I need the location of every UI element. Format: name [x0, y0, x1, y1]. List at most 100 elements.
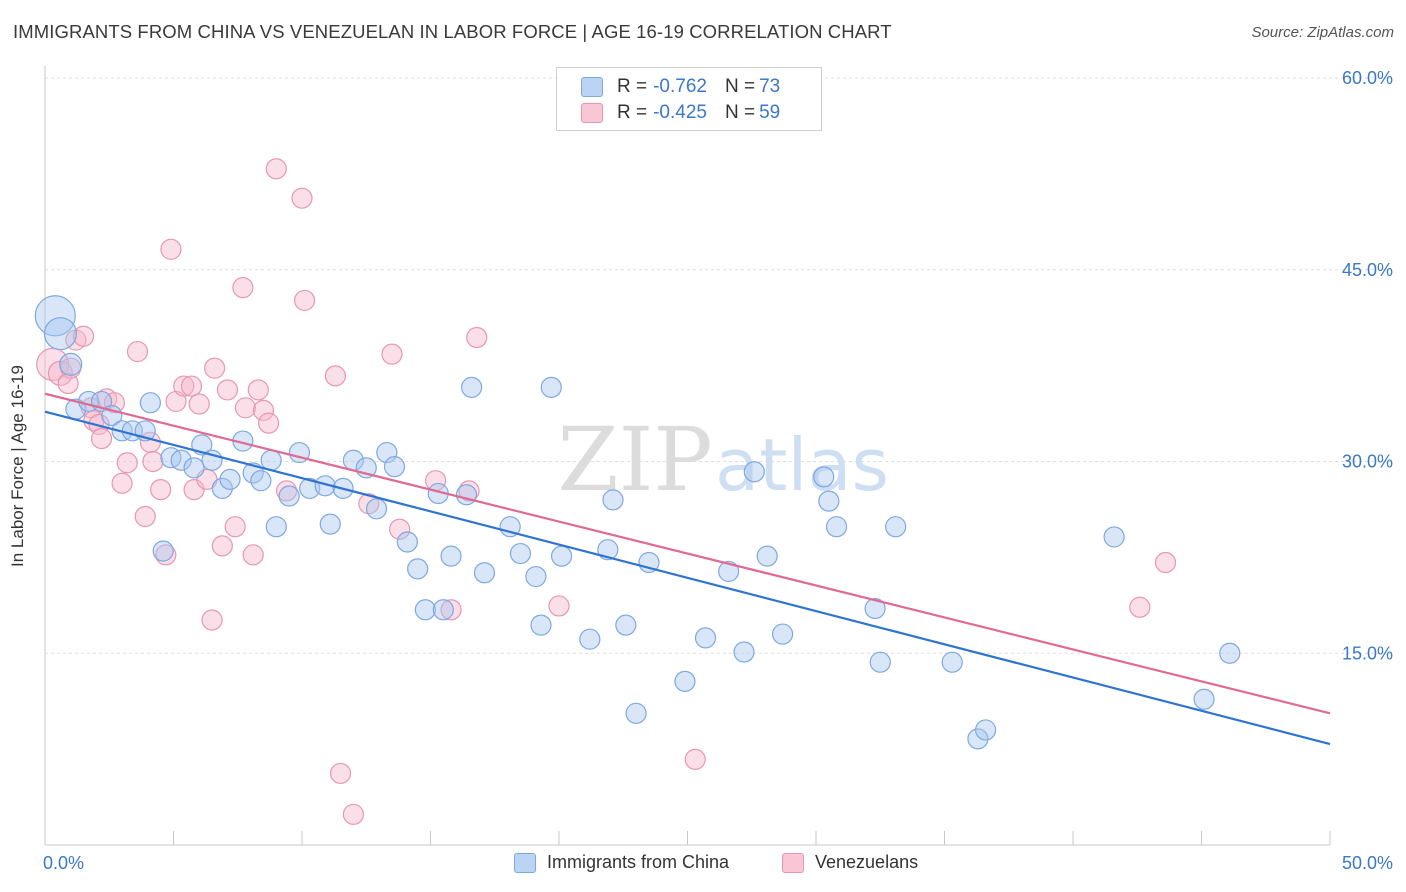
n-value: 73: [759, 76, 781, 97]
china-point: [383, 456, 406, 478]
china-point: [733, 641, 755, 663]
x-tick-label-max: 50.0%: [1341, 853, 1393, 873]
venezuelan-point: [257, 412, 280, 434]
venezuelan-point: [342, 803, 364, 825]
legend-swatch-china: [514, 852, 536, 873]
watermark-atlas: atlas: [715, 423, 889, 507]
china-point: [59, 352, 83, 376]
chart-source: Source: ZipAtlas.com: [1251, 24, 1394, 41]
trend-lines: [44, 392, 1331, 746]
china-point: [525, 565, 547, 588]
n-value: 59: [759, 102, 781, 123]
venezuelan-point: [329, 762, 352, 785]
venezuelan-point: [224, 516, 246, 538]
china-point: [242, 462, 264, 484]
venezuelan-point: [126, 340, 149, 363]
venezuelan-point: [116, 452, 138, 474]
china-point: [250, 470, 272, 492]
china-point: [278, 485, 300, 507]
venezuelan-point: [458, 480, 480, 502]
china-point: [265, 516, 287, 538]
legend-label-china: Immigrants from China: [547, 852, 730, 872]
n-label: N =: [724, 102, 756, 123]
venezuelan-point: [204, 357, 226, 379]
china-point: [473, 562, 496, 584]
venezuelan-point: [247, 379, 269, 401]
venezuelan-point: [291, 187, 313, 209]
venezuelan-point: [232, 277, 254, 299]
y-axis-label: In Labor Force | Age 16-19: [8, 365, 27, 567]
y-tick-label: 60.0%: [1342, 68, 1393, 88]
venezuelan-point: [1154, 551, 1177, 574]
venezuelan-point: [234, 397, 257, 419]
venezuelan-point: [242, 544, 264, 566]
x-tick-label-min: 0.0%: [43, 853, 85, 873]
venezuelan-point: [440, 599, 462, 621]
china-swatch: [581, 77, 603, 97]
legend-item-venezuelan: Venezuelans: [782, 852, 918, 873]
china-point: [550, 545, 573, 567]
china-point: [211, 477, 233, 499]
chart-title: IMMIGRANTS FROM CHINA VS VENEZUELAN IN L…: [13, 21, 892, 42]
china-point: [694, 627, 717, 649]
y-tick-label: 45.0%: [1342, 260, 1393, 280]
stats-legend-row-venezuelan: R = -0.425 N = 59: [581, 102, 780, 124]
venezuelan-point: [1129, 596, 1151, 618]
venezuelan-point: [265, 158, 287, 180]
china-point: [34, 295, 76, 337]
venezuelan-point: [216, 379, 239, 401]
venezuelan-point: [684, 748, 706, 770]
china-point: [530, 614, 552, 636]
venezuelan-point: [381, 343, 403, 365]
china-point: [615, 614, 637, 636]
venezuelan-point: [548, 595, 570, 617]
y-tick-labels: 15.0% 30.0% 45.0% 60.0%: [1342, 68, 1393, 663]
venezuelan-point: [466, 326, 488, 349]
china-point: [602, 489, 624, 511]
china-point: [941, 651, 963, 673]
china-point: [1219, 642, 1241, 664]
china-point: [813, 466, 835, 488]
venezuelan-point: [142, 450, 164, 473]
r-value: -0.762: [653, 76, 707, 97]
china-point: [967, 728, 989, 750]
r-label: R =: [617, 102, 648, 123]
china-point: [365, 498, 388, 520]
legend-label-venezuelan: Venezuelans: [815, 852, 919, 872]
venezuelan-point: [160, 238, 182, 260]
venezuelan-point: [165, 390, 187, 413]
china-point: [818, 490, 840, 512]
venezuelan-point: [201, 609, 223, 631]
venezuelan-trend-line: [44, 392, 1331, 715]
venezuelan-point: [72, 325, 95, 347]
stats-legend: R = -0.762 N = 73 R = -0.425 N = 59: [556, 67, 822, 131]
r-value: -0.425: [653, 102, 707, 123]
china-point: [455, 484, 478, 506]
china-point: [864, 597, 886, 620]
venezuelan-point: [293, 289, 316, 312]
china-point: [579, 628, 601, 650]
china-point: [756, 545, 778, 567]
axes: [44, 66, 1331, 846]
china-point: [183, 457, 205, 479]
venezuelan-point: [173, 375, 195, 397]
n-label: N =: [724, 76, 756, 97]
china-point: [1103, 526, 1125, 548]
y-tick-label: 30.0%: [1342, 452, 1393, 472]
china-point: [625, 702, 647, 724]
china-point: [885, 516, 907, 538]
stats-legend-row-china: R = -0.762 N = 73: [581, 76, 780, 98]
r-label: R =: [617, 76, 648, 97]
china-point: [432, 599, 454, 621]
venezuelan-point: [111, 472, 133, 494]
watermark-zip: ZIP: [557, 408, 712, 511]
series-legend: Immigrants from China Venezuelans: [0, 852, 1406, 878]
china-point: [170, 449, 192, 471]
china-point: [540, 376, 562, 398]
venezuelan-point: [252, 399, 275, 421]
china-point: [440, 545, 462, 567]
venezuelan-point: [57, 372, 79, 395]
venezuelan-point: [188, 393, 210, 415]
venezuelan-point: [88, 413, 110, 436]
